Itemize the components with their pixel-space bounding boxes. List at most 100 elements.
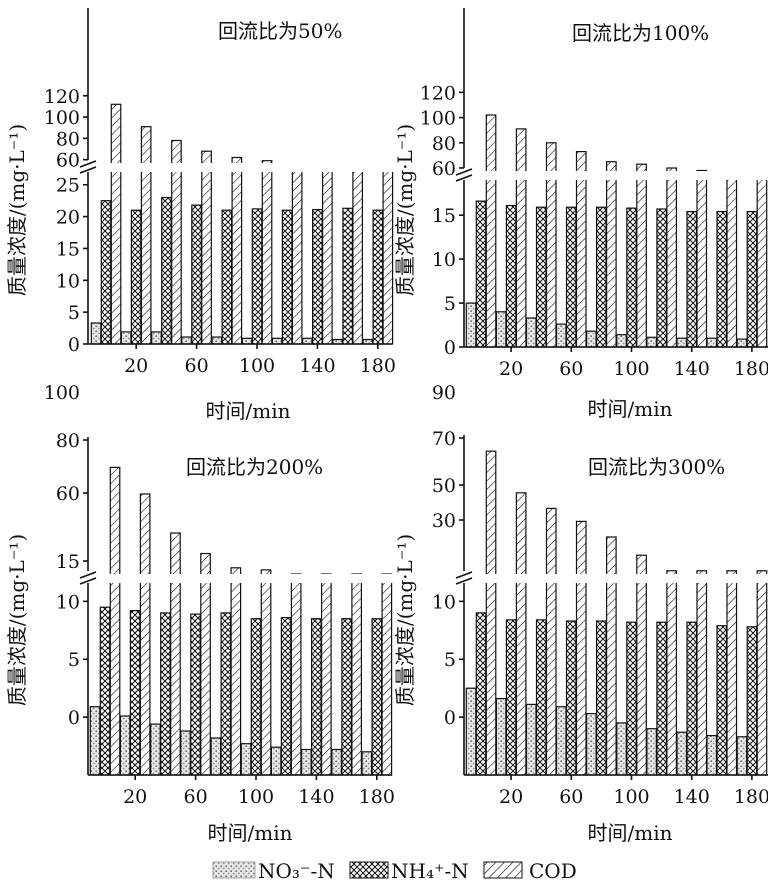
x-tick-label: 20 — [499, 786, 523, 808]
y-tick-label: 50 — [432, 475, 456, 497]
bar-no3 — [465, 687, 477, 776]
x-tick-label: 20 — [499, 358, 523, 380]
bar-cod — [230, 567, 242, 776]
bar-nh4 — [129, 609, 141, 776]
axis-break-mark — [79, 166, 97, 174]
bar-no3 — [271, 337, 283, 345]
y-tick-label: 0 — [444, 707, 456, 729]
bar-no3 — [525, 703, 537, 776]
bar-break-gap — [139, 574, 151, 583]
x-tick-label: 140 — [674, 786, 710, 808]
bar-cod — [290, 573, 302, 776]
ticks: 20 60 100 140 180 0 5 10 30 50 70 90 — [432, 382, 768, 808]
bar-cod — [231, 156, 243, 345]
bar-break-gap — [110, 163, 122, 172]
bar-no3 — [616, 334, 627, 348]
x-axis-label: 时间/min — [588, 821, 673, 845]
bar-no3 — [211, 336, 223, 345]
bar-no3 — [361, 751, 373, 776]
y-tick-label: 70 — [432, 428, 456, 450]
bar-break-gap — [635, 574, 648, 583]
bar-break-gap — [170, 163, 183, 172]
bar-nh4 — [565, 206, 577, 348]
bar-nh4 — [686, 211, 698, 348]
bar-nh4 — [626, 207, 637, 348]
y-axis-label: 质量浓度/(mg·L⁻¹) — [393, 534, 417, 706]
bar-break-gap — [231, 163, 243, 172]
bar-no3 — [616, 722, 627, 776]
y-tick-label: 80 — [56, 128, 80, 150]
bars — [89, 466, 393, 776]
axis-break-mark — [455, 577, 473, 585]
bar-no3 — [555, 706, 567, 776]
axis-break-mark — [79, 160, 97, 168]
bar-nh4 — [100, 200, 112, 345]
bar-no3 — [241, 337, 253, 345]
x-tick-label: 180 — [359, 786, 395, 808]
bar-no3 — [465, 302, 477, 348]
bar-break-gap — [605, 171, 618, 180]
bar-break-gap — [230, 574, 242, 583]
bar-nh4 — [372, 209, 384, 345]
bar-break-gap — [485, 171, 497, 180]
bar-cod — [485, 114, 497, 348]
legend-swatch-cod — [483, 861, 523, 879]
bar-break-gap — [261, 163, 273, 172]
bar-cod — [109, 466, 121, 776]
y-tick-label: 30 — [432, 510, 456, 532]
bar-cod — [545, 507, 557, 776]
ticks: 20 60 100 140 180 0 5 10 15 60 80 100 — [44, 382, 395, 808]
y-axis-label: 质量浓度/(mg·L⁻¹) — [5, 124, 29, 296]
y-tick-label: 5 — [444, 649, 456, 671]
y-tick-label: 100 — [44, 382, 80, 404]
y-tick-label: 90 — [432, 382, 456, 404]
bar-no3 — [736, 736, 748, 776]
y-tick-label: 0 — [444, 337, 456, 359]
bar-cod — [636, 554, 647, 776]
bar-nh4 — [281, 209, 293, 345]
bar-nh4 — [251, 208, 263, 345]
bar-nh4 — [99, 606, 111, 776]
axis-break-mark — [455, 168, 473, 176]
bar-no3 — [525, 317, 537, 348]
y-tick-label: 5 — [68, 302, 80, 324]
bar-no3 — [119, 715, 131, 776]
ticks: 20 60 100 140 180 0 5 10 15 60 80 100 120 — [420, 8, 768, 380]
y-tick-label: 120 — [44, 86, 80, 108]
bar-nh4 — [161, 196, 172, 345]
bar-break-gap — [545, 171, 557, 180]
bar-cod — [170, 532, 181, 776]
y-tick-label: 100 — [420, 108, 456, 130]
bar-break-gap — [485, 574, 497, 583]
bars — [90, 103, 394, 345]
legend-label-no3: NO₃⁻-N — [258, 859, 335, 883]
bar-no3 — [90, 322, 102, 345]
y-tick-label: 0 — [68, 334, 80, 356]
bar-no3 — [495, 697, 507, 776]
bar-cod — [291, 164, 303, 345]
bar-no3 — [240, 743, 252, 776]
bar-break-gap — [665, 171, 678, 180]
panel-title: 回流比为50% — [218, 19, 342, 43]
panel-200: 回流比为200% 质量浓度/(mg·L⁻¹) 时间/min 20 60 100 140… — [5, 382, 395, 845]
bar-cod — [140, 126, 152, 345]
bar-break-gap — [635, 171, 648, 180]
bar-cod — [515, 128, 527, 348]
bar-no3 — [646, 336, 658, 348]
bar-break-gap — [695, 171, 708, 180]
bar-break-gap — [726, 171, 738, 180]
bar-cod — [726, 171, 738, 348]
bar-nh4 — [595, 620, 607, 776]
bar-no3 — [646, 728, 658, 776]
bar-break-gap — [515, 574, 527, 583]
bar-break-gap — [109, 574, 121, 583]
bar-nh4 — [341, 618, 352, 776]
bar-break-gap — [545, 574, 557, 583]
bar-break-gap — [140, 163, 152, 172]
y-tick-label: 20 — [56, 207, 80, 229]
bar-nh4 — [505, 204, 517, 348]
bar-nh4 — [535, 206, 547, 348]
bar-break-gap — [726, 574, 738, 583]
bar-nh4 — [716, 211, 728, 348]
y-axis-label: 质量浓度/(mg·L⁻¹) — [5, 534, 29, 706]
